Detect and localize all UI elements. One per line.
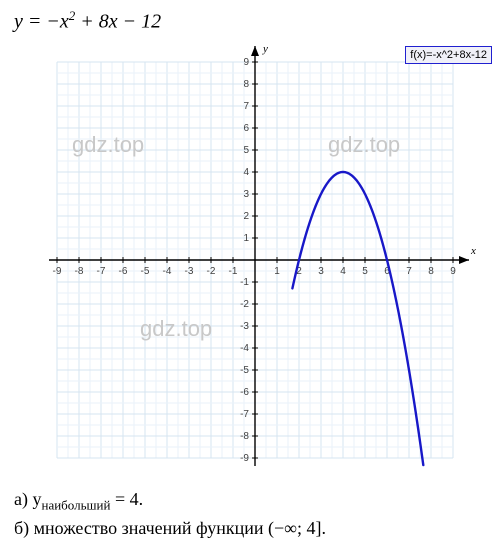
svg-text:1: 1 xyxy=(274,266,280,277)
svg-text:2: 2 xyxy=(243,211,249,222)
svg-text:-1: -1 xyxy=(229,266,238,277)
svg-text:x: x xyxy=(470,245,476,257)
answer-b: б) множество значений функции (−∞; 4]. xyxy=(14,515,490,543)
answer-a-suffix: = 4. xyxy=(110,489,143,509)
svg-text:6: 6 xyxy=(243,123,249,134)
svg-text:-2: -2 xyxy=(240,299,249,310)
svg-text:1: 1 xyxy=(243,233,249,244)
chart-container: x y -9 -8 -7 -6 -5 -4 -3 -2 -1 1 2 3 4 5 6 7 8 9 -9 -8 -7 -6 -5 -… xyxy=(0,40,504,480)
svg-text:-3: -3 xyxy=(185,266,194,277)
answers-block: а) yнаибольший = 4. б) множество значени… xyxy=(0,480,504,547)
svg-text:-9: -9 xyxy=(240,453,249,464)
svg-text:-5: -5 xyxy=(240,365,249,376)
svg-text:-4: -4 xyxy=(163,266,172,277)
svg-text:-2: -2 xyxy=(207,266,216,277)
answer-a-sub: наибольший xyxy=(41,497,110,512)
svg-text:-5: -5 xyxy=(141,266,150,277)
svg-text:-7: -7 xyxy=(240,409,249,420)
equation-text: y = −x2 + 8x − 12 xyxy=(0,0,504,40)
svg-text:4: 4 xyxy=(340,266,346,277)
svg-text:8: 8 xyxy=(428,266,434,277)
svg-text:5: 5 xyxy=(243,145,249,156)
svg-text:-8: -8 xyxy=(75,266,84,277)
svg-text:-4: -4 xyxy=(240,343,249,354)
svg-text:-7: -7 xyxy=(97,266,106,277)
svg-text:y: y xyxy=(262,43,268,55)
svg-text:-8: -8 xyxy=(240,431,249,442)
svg-text:3: 3 xyxy=(318,266,324,277)
svg-text:5: 5 xyxy=(362,266,368,277)
svg-text:-9: -9 xyxy=(53,266,62,277)
svg-text:9: 9 xyxy=(243,57,249,68)
parabola-chart: x y -9 -8 -7 -6 -5 -4 -3 -2 -1 1 2 3 4 5 6 7 8 9 -9 -8 -7 -6 -5 -… xyxy=(0,40,504,480)
svg-text:-1: -1 xyxy=(240,277,249,288)
svg-text:-3: -3 xyxy=(240,321,249,332)
svg-text:-6: -6 xyxy=(119,266,128,277)
svg-text:4: 4 xyxy=(243,167,249,178)
svg-text:7: 7 xyxy=(406,266,412,277)
svg-text:-6: -6 xyxy=(240,387,249,398)
svg-text:7: 7 xyxy=(243,101,249,112)
svg-text:9: 9 xyxy=(450,266,456,277)
chart-legend: f(x)=-x^2+8x-12 xyxy=(405,46,492,64)
svg-text:3: 3 xyxy=(243,189,249,200)
svg-text:8: 8 xyxy=(243,79,249,90)
answer-a: а) yнаибольший = 4. xyxy=(14,486,490,516)
answer-a-prefix: а) y xyxy=(14,489,41,509)
